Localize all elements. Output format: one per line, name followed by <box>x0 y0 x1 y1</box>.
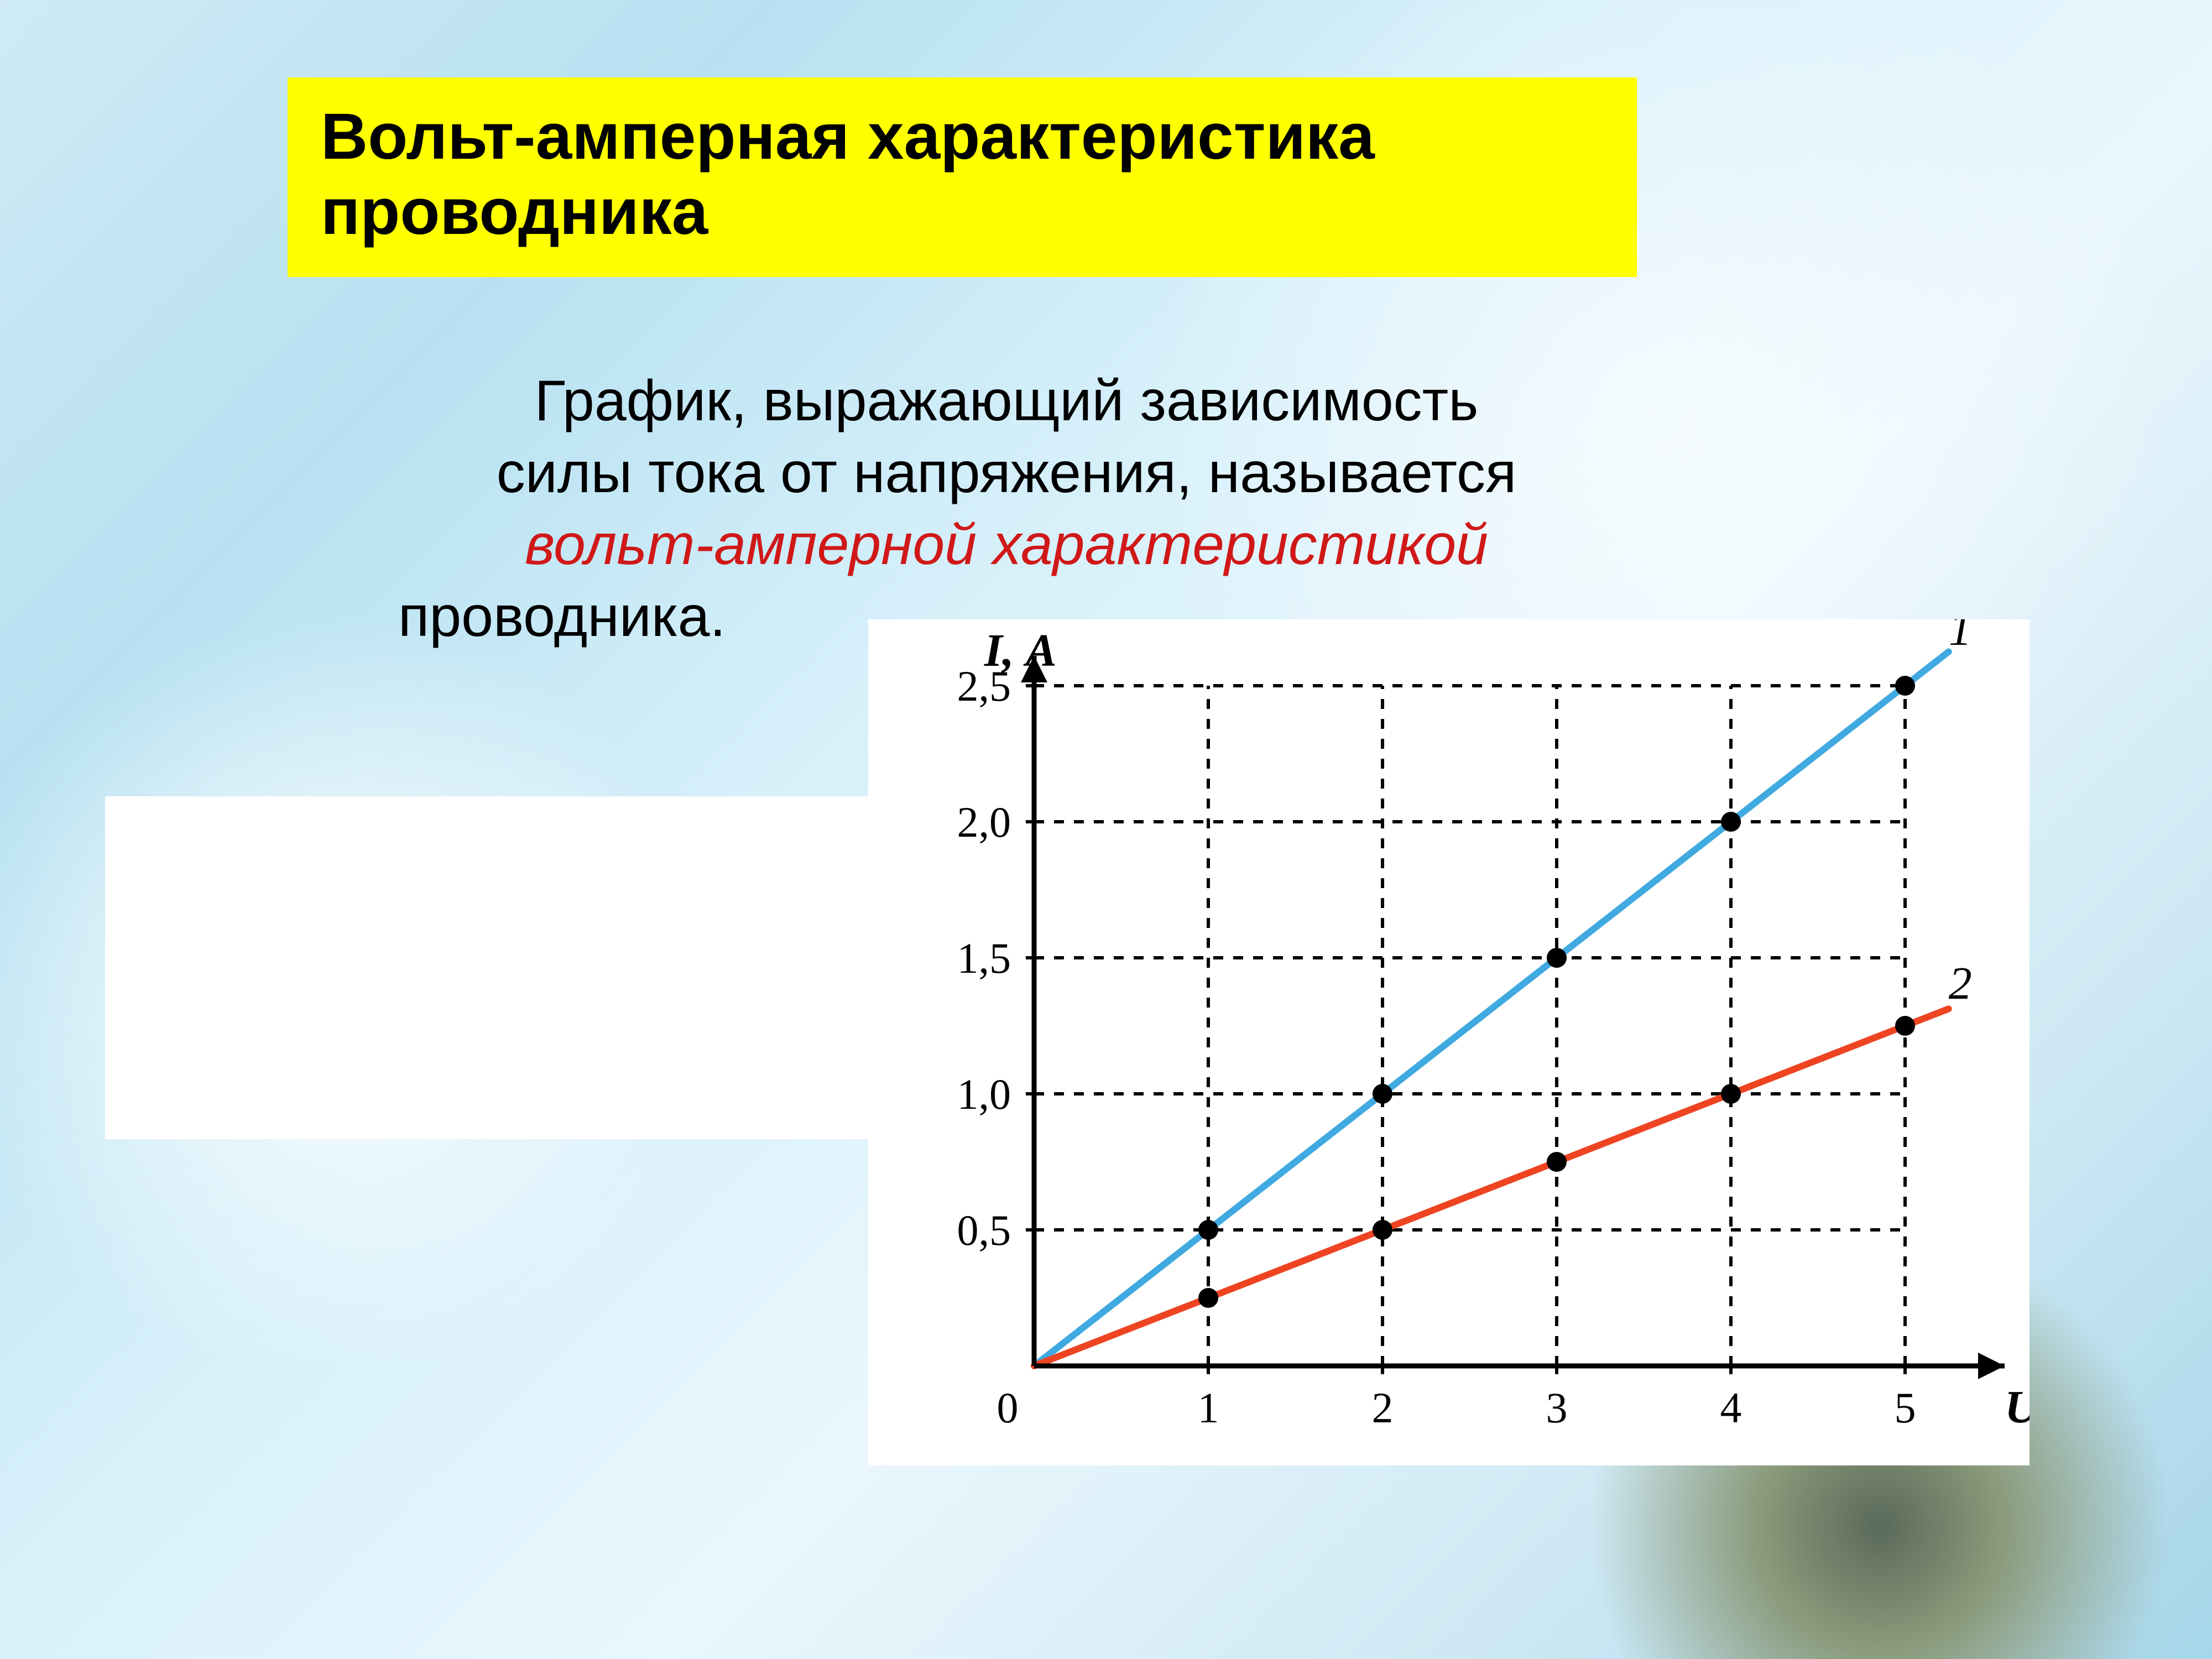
body-text-block: График, выражающий зависимость силы тока… <box>288 365 1725 653</box>
slide-title-box: Вольт-амперная характеристика проводника <box>288 77 1637 277</box>
data-marker <box>1721 1084 1741 1104</box>
origin-label: 0 <box>997 1384 1019 1432</box>
series-label-2: 2 <box>1949 958 1972 1009</box>
data-marker <box>1547 1152 1567 1172</box>
slide-title: Вольт-амперная характеристика проводника <box>321 100 1604 249</box>
data-marker <box>1547 948 1567 968</box>
blank-patch <box>105 796 868 1139</box>
data-marker <box>1373 1220 1392 1240</box>
body-line-1: График, выражающий зависимость <box>288 365 1725 437</box>
x-tick-label: 5 <box>1895 1384 1916 1432</box>
data-marker <box>1721 812 1741 832</box>
iv-chart: 123450,51,01,52,02,50I, АU, В12 <box>868 619 2030 1465</box>
y-tick-label: 1,5 <box>957 934 1011 982</box>
body-line-highlight: вольт-амперной характеристикой <box>288 509 1725 581</box>
series-line-2 <box>1034 1009 1949 1366</box>
data-marker <box>1373 1084 1392 1104</box>
data-marker <box>1895 676 1915 696</box>
data-marker <box>1198 1288 1218 1308</box>
x-axis-arrow <box>1978 1353 2005 1379</box>
y-tick-label: 1,0 <box>957 1070 1011 1118</box>
x-tick-label: 1 <box>1198 1384 1219 1432</box>
y-tick-label: 2,0 <box>957 798 1011 846</box>
y-tick-label: 0,5 <box>957 1206 1011 1254</box>
x-tick-label: 3 <box>1546 1384 1568 1432</box>
data-marker <box>1895 1016 1915 1036</box>
body-line-2: силы тока от напряжения, называется <box>288 437 1725 509</box>
series-line-1 <box>1034 652 1949 1366</box>
x-axis-label: U, В <box>2005 1381 2030 1433</box>
x-tick-label: 2 <box>1372 1384 1394 1432</box>
y-axis-label: I, А <box>984 625 1057 676</box>
x-tick-label: 4 <box>1720 1384 1742 1432</box>
iv-chart-svg: 123450,51,01,52,02,50I, АU, В12 <box>868 619 2030 1465</box>
series-label-1: 1 <box>1949 619 1972 655</box>
data-marker <box>1198 1220 1218 1240</box>
